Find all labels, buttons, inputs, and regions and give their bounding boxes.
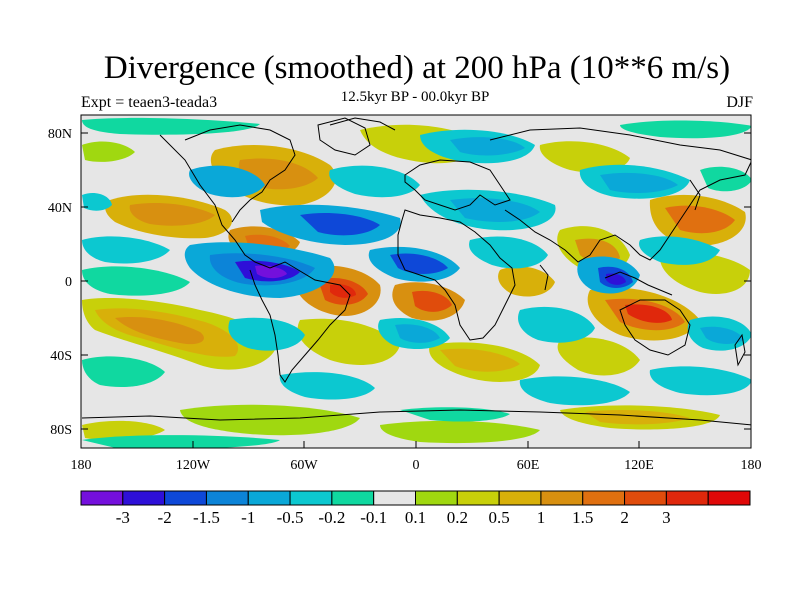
map-field xyxy=(81,115,751,448)
y-tick-label: 40N xyxy=(48,201,72,216)
colorbar-label: 0.5 xyxy=(489,508,510,527)
x-tick-label: 180 xyxy=(741,458,762,473)
colorbar-label: -0.1 xyxy=(360,508,387,527)
colorbar-label: -2 xyxy=(158,508,172,527)
colorbar-label: 1.5 xyxy=(572,508,593,527)
y-tick-label: 0 xyxy=(65,275,72,290)
colorbar-swatch xyxy=(164,490,207,506)
y-tick-label: 80N xyxy=(48,127,72,142)
x-tick-label: 120W xyxy=(176,458,211,473)
colorbar-swatch xyxy=(665,490,709,506)
colorbar-label: -1.5 xyxy=(193,508,220,527)
colorbar-swatch xyxy=(373,490,416,506)
colorbar-swatch xyxy=(624,490,667,506)
colorbar-label: 1 xyxy=(537,508,546,527)
colorbar-swatch xyxy=(80,490,124,506)
x-tick-label: 60W xyxy=(290,458,318,473)
colorbar-swatch xyxy=(331,490,375,506)
x-tick-label: 60E xyxy=(517,458,540,473)
x-tick-label: 180 xyxy=(71,458,92,473)
plot-subtitle: 12.5kyr BP - 00.0kyr BP xyxy=(340,89,490,105)
colorbar-swatch xyxy=(498,490,542,506)
season-label: DJF xyxy=(726,94,753,111)
colorbar-label: -3 xyxy=(116,508,130,527)
colorbar-swatch xyxy=(540,490,584,506)
x-tick-label: 0 xyxy=(413,458,420,473)
coastlines xyxy=(81,117,751,426)
colorbar-swatch xyxy=(289,490,333,506)
colorbar xyxy=(80,490,751,506)
colorbar-swatch xyxy=(707,490,751,506)
colorbar-swatch xyxy=(205,490,249,506)
colorbar-swatch xyxy=(247,490,291,506)
colorbar-label: -0.5 xyxy=(277,508,304,527)
colorbar-label: 3 xyxy=(662,508,671,527)
colorbar-label: -1 xyxy=(241,508,255,527)
colorbar-label: 0.1 xyxy=(405,508,426,527)
x-tick-label: 120E xyxy=(624,458,654,473)
y-tick-label: 80S xyxy=(50,423,72,438)
colorbar-swatch xyxy=(415,490,458,506)
negative-anomaly-regions xyxy=(82,117,751,448)
colorbar-swatch xyxy=(456,490,500,506)
plot-title: Divergence (smoothed) at 200 hPa (10**6 … xyxy=(103,50,731,86)
axis-ticks xyxy=(80,132,752,448)
colorbar-swatch xyxy=(582,490,626,506)
experiment-label: Expt = teaen3-teada3 xyxy=(81,94,218,111)
colorbar-label: 0.2 xyxy=(447,508,468,527)
colorbar-label: -0.2 xyxy=(318,508,345,527)
colorbar-label: 2 xyxy=(620,508,629,527)
colorbar-labels: -3 -2 -1.5 -1 -0.5 -0.2 -0.1 0.1 0.2 0.5… xyxy=(116,508,671,527)
colorbar-swatch xyxy=(122,490,166,506)
y-tick-label: 40S xyxy=(50,349,72,364)
